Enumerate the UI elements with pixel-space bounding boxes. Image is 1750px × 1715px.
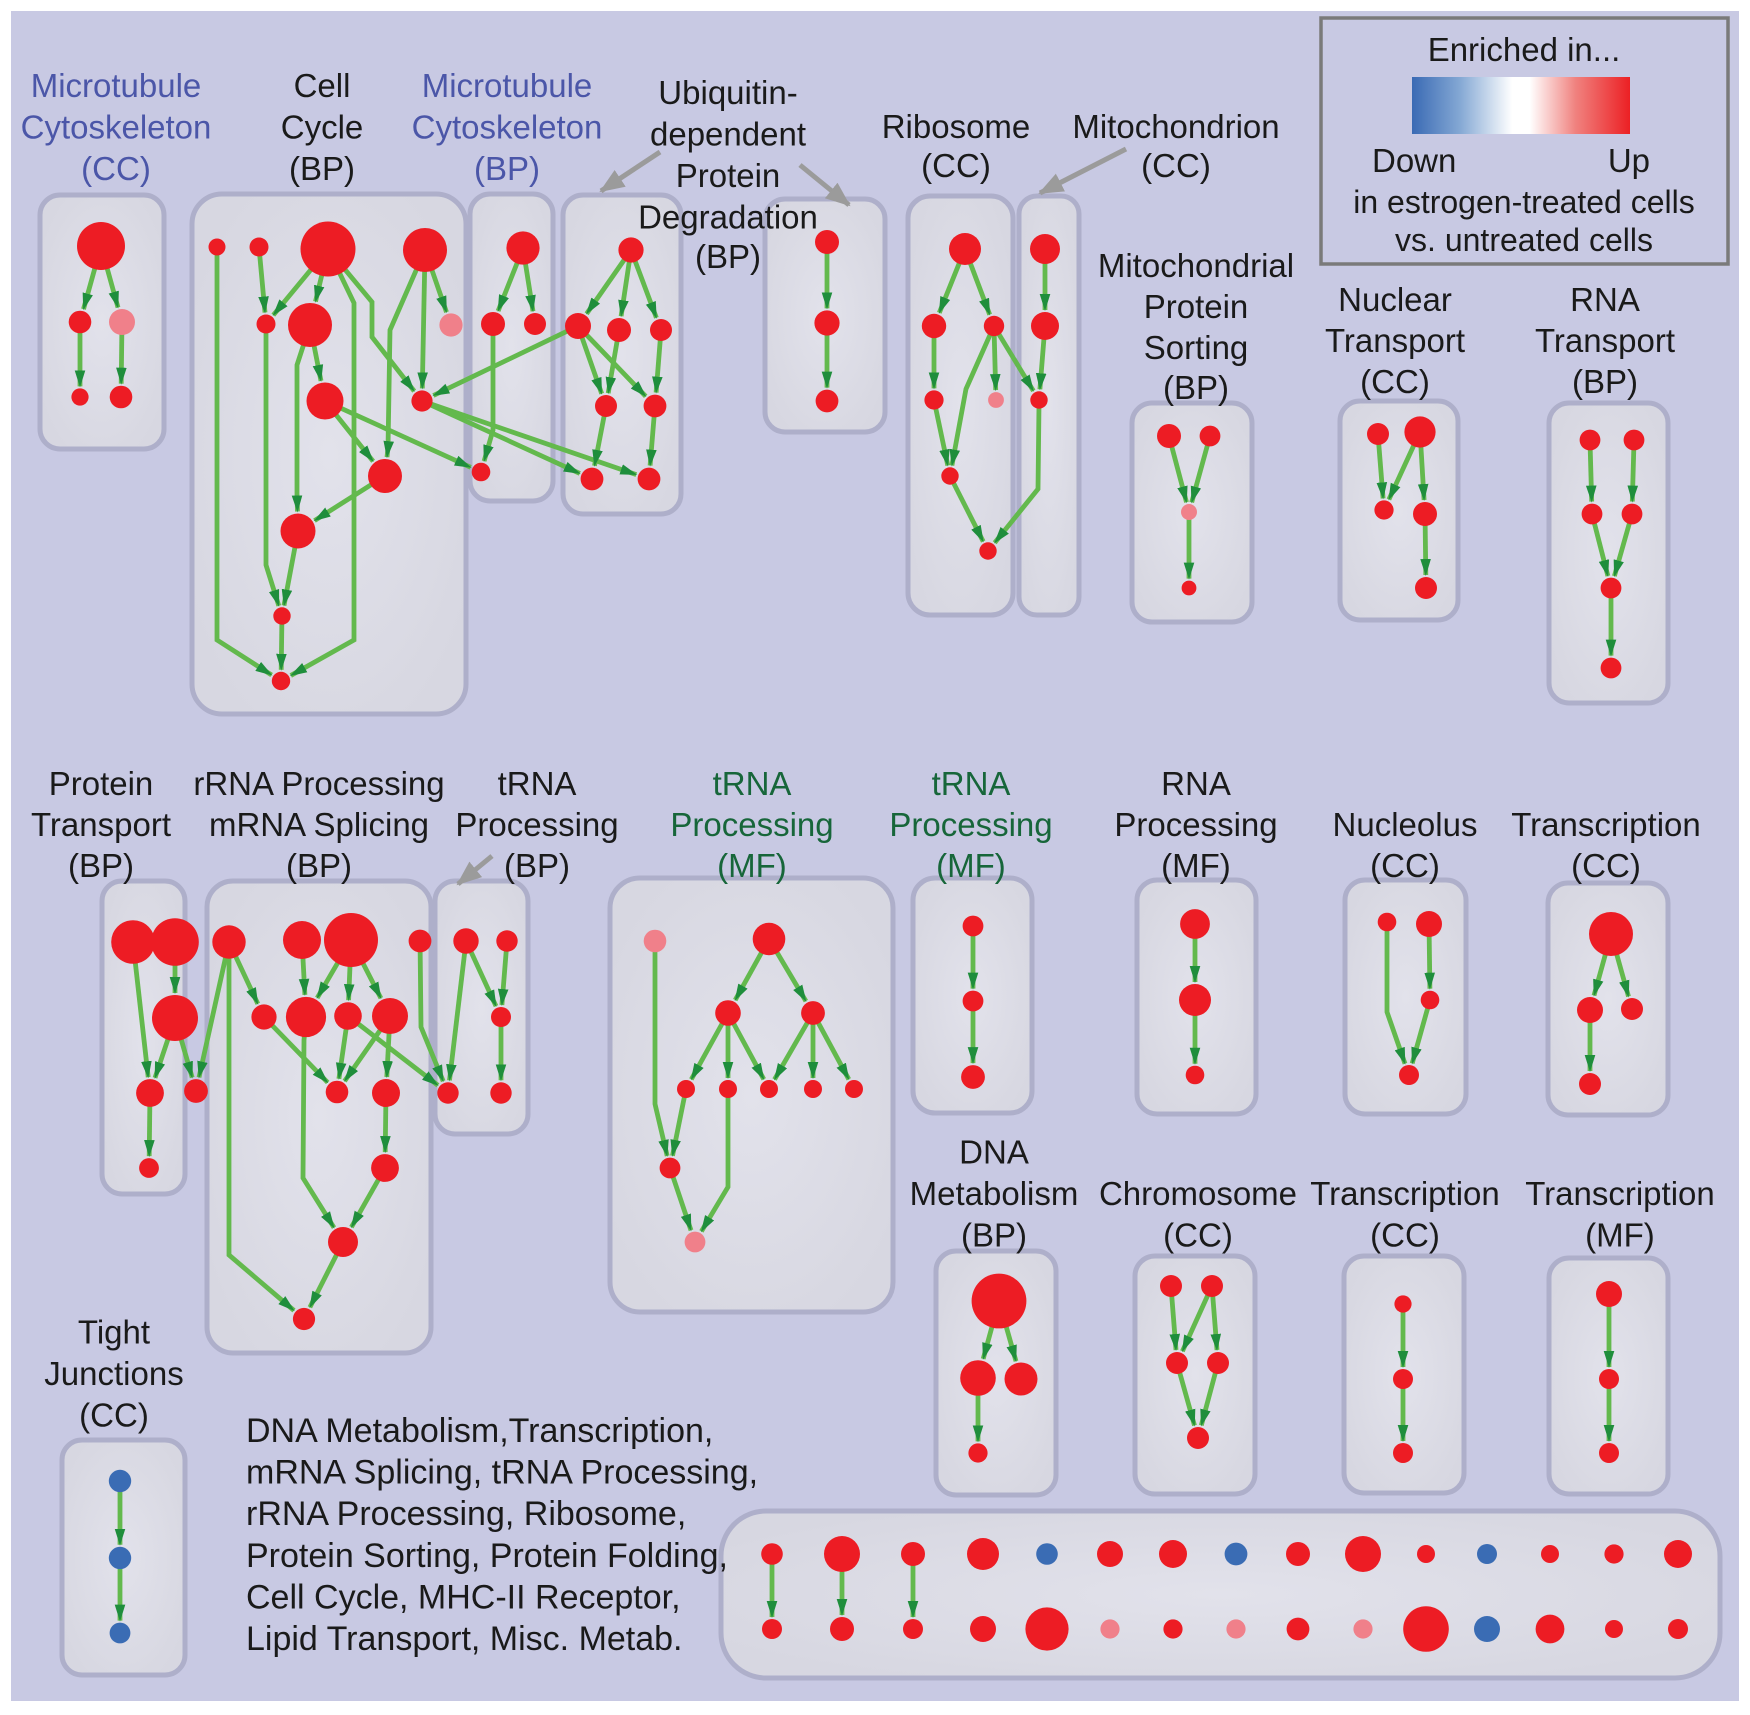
svg-text:Protein: Protein xyxy=(676,157,781,194)
svg-text:vs. untreated cells: vs. untreated cells xyxy=(1395,222,1653,258)
svg-text:Nucleolus: Nucleolus xyxy=(1333,806,1478,843)
svg-text:mRNA Splicing, tRNA Processing: mRNA Splicing, tRNA Processing, xyxy=(246,1454,758,1492)
svg-text:Ribosome: Ribosome xyxy=(882,108,1031,145)
svg-text:(CC): (CC) xyxy=(1163,1217,1233,1254)
svg-text:Up: Up xyxy=(1608,142,1650,179)
svg-text:Junctions: Junctions xyxy=(44,1355,183,1392)
svg-text:Cell: Cell xyxy=(294,67,351,104)
svg-text:(CC): (CC) xyxy=(921,147,991,184)
svg-text:Cell Cycle, MHC-II Receptor,: Cell Cycle, MHC-II Receptor, xyxy=(246,1578,681,1616)
svg-text:Transport: Transport xyxy=(1325,322,1465,359)
svg-text:Degradation: Degradation xyxy=(638,199,818,236)
svg-text:RNA: RNA xyxy=(1570,281,1640,318)
svg-text:RNA: RNA xyxy=(1161,765,1231,802)
svg-text:Cytoskeleton: Cytoskeleton xyxy=(21,109,212,146)
svg-text:Protein: Protein xyxy=(49,765,154,802)
svg-text:rRNA Processing, Ribosome,: rRNA Processing, Ribosome, xyxy=(246,1495,686,1533)
svg-text:Cycle: Cycle xyxy=(281,109,364,146)
svg-text:Nuclear: Nuclear xyxy=(1338,281,1452,318)
svg-text:(BP): (BP) xyxy=(504,847,570,884)
svg-text:(MF): (MF) xyxy=(1585,1217,1655,1254)
svg-text:Transcription: Transcription xyxy=(1525,1175,1715,1212)
svg-text:dependent: dependent xyxy=(650,116,806,153)
svg-text:Protein: Protein xyxy=(1144,288,1249,325)
svg-text:Ubiquitin-: Ubiquitin- xyxy=(658,74,797,111)
svg-text:Transport: Transport xyxy=(1535,322,1675,359)
svg-text:Processing: Processing xyxy=(670,806,833,843)
svg-text:(BP): (BP) xyxy=(68,847,134,884)
svg-text:(CC): (CC) xyxy=(81,150,151,187)
svg-text:Enriched in...: Enriched in... xyxy=(1428,31,1621,68)
svg-text:Mitochondrial: Mitochondrial xyxy=(1098,247,1294,284)
svg-text:Chromosome: Chromosome xyxy=(1099,1175,1297,1212)
svg-text:Metabolism: Metabolism xyxy=(910,1175,1079,1212)
svg-text:DNA: DNA xyxy=(959,1134,1029,1171)
svg-text:(BP): (BP) xyxy=(474,150,540,187)
svg-text:tRNA: tRNA xyxy=(498,765,577,802)
svg-text:in estrogen-treated cells: in estrogen-treated cells xyxy=(1353,184,1695,220)
svg-text:Protein Sorting, Protein Foldi: Protein Sorting, Protein Folding, xyxy=(246,1537,728,1575)
svg-text:Lipid Transport, Misc. Metab.: Lipid Transport, Misc. Metab. xyxy=(246,1620,683,1658)
svg-text:Cytoskeleton: Cytoskeleton xyxy=(412,109,603,146)
svg-text:(CC): (CC) xyxy=(79,1397,149,1434)
svg-text:tRNA: tRNA xyxy=(713,765,792,802)
svg-text:Processing: Processing xyxy=(889,806,1052,843)
svg-text:(CC): (CC) xyxy=(1370,1217,1440,1254)
svg-text:Transport: Transport xyxy=(31,806,171,843)
svg-text:(CC): (CC) xyxy=(1360,363,1430,400)
svg-text:(BP): (BP) xyxy=(1572,363,1638,400)
svg-text:Down: Down xyxy=(1372,142,1456,179)
svg-text:Mitochondrion: Mitochondrion xyxy=(1072,108,1279,145)
svg-text:(MF): (MF) xyxy=(1161,847,1231,884)
svg-text:(BP): (BP) xyxy=(1163,369,1229,406)
svg-text:(BP): (BP) xyxy=(289,150,355,187)
svg-text:Processing: Processing xyxy=(455,806,618,843)
svg-text:(BP): (BP) xyxy=(286,847,352,884)
svg-text:(MF): (MF) xyxy=(717,847,787,884)
svg-text:Processing: Processing xyxy=(1114,806,1277,843)
svg-text:(MF): (MF) xyxy=(936,847,1006,884)
svg-text:(BP): (BP) xyxy=(695,238,761,275)
svg-text:DNA Metabolism,Transcription,: DNA Metabolism,Transcription, xyxy=(246,1412,713,1450)
svg-text:(CC): (CC) xyxy=(1141,147,1211,184)
svg-text:Tight: Tight xyxy=(78,1314,150,1351)
svg-text:Microtubule: Microtubule xyxy=(31,67,202,104)
svg-text:Transcription: Transcription xyxy=(1310,1175,1500,1212)
svg-text:Microtubule: Microtubule xyxy=(422,67,593,104)
svg-text:mRNA Splicing: mRNA Splicing xyxy=(209,806,429,843)
svg-text:Transcription: Transcription xyxy=(1511,806,1701,843)
svg-text:Sorting: Sorting xyxy=(1144,329,1249,366)
svg-text:tRNA: tRNA xyxy=(932,765,1011,802)
svg-text:(CC): (CC) xyxy=(1571,847,1641,884)
svg-text:(CC): (CC) xyxy=(1370,847,1440,884)
svg-text:rRNA Processing: rRNA Processing xyxy=(193,765,444,802)
svg-text:(BP): (BP) xyxy=(961,1217,1027,1254)
